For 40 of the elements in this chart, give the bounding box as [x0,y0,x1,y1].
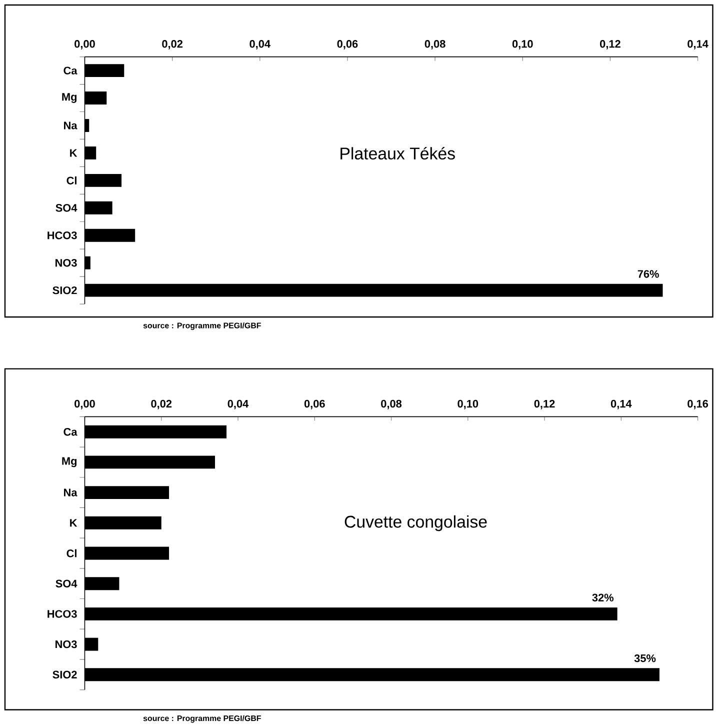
x-tick-label: 0,00 [74,40,96,50]
x-tick-label: 0,08 [424,40,446,50]
x-tick-label: 0,14 [688,40,708,50]
y-tick-label: SO4 [56,580,78,588]
x-tick-label: 0,12 [534,400,555,410]
y-tick-label: Mg [62,93,77,103]
y-tick-label: NO3 [56,258,77,267]
x-tick-label: 0,08 [381,400,402,410]
x-tick-label: 0,00 [74,400,96,410]
text: Cuvette congolaise [344,515,487,532]
y-tick-label: Cl [66,176,77,184]
y-tick-label: K [70,519,78,527]
x-tick-label: 0,06 [304,400,326,410]
annotation: 32% [592,594,614,602]
y-tick-label: SIO2 [52,670,77,678]
text: Plateaux Tékés [340,146,456,160]
x-tick-label: 0,06 [337,40,358,50]
y-tick-label: NO3 [56,640,77,648]
y-tick-label: HCO3 [48,610,77,618]
y-tick-label: Ca [64,66,78,74]
y-tick-label: Cl [66,549,77,558]
annotation: 35% [634,654,656,662]
y-tick-label: HCO3 [48,232,77,240]
x-tick-label: 0,14 [611,400,632,410]
y-tick-label: K [70,149,78,157]
y-tick-label: Ca [64,428,78,436]
y-tick-label: Mg [62,457,77,468]
x-tick-label: 0,16 [688,400,708,410]
y-tick-label: SO4 [56,204,78,212]
y-tick-label: SIO2 [52,286,77,294]
y-tick-label: Na [64,122,78,130]
x-tick-label: 0,10 [512,40,533,50]
x-tick-label: 0,10 [458,400,478,410]
annotation: 76% [638,270,660,278]
x-tick-label: 0,12 [600,40,621,50]
x-tick-label: 0,02 [162,40,183,50]
y-tick-label: Na [64,488,78,496]
x-tick-label: 0,04 [250,40,271,50]
x-tick-label: 0,02 [151,400,172,410]
x-tick-label: 0,04 [228,400,249,410]
